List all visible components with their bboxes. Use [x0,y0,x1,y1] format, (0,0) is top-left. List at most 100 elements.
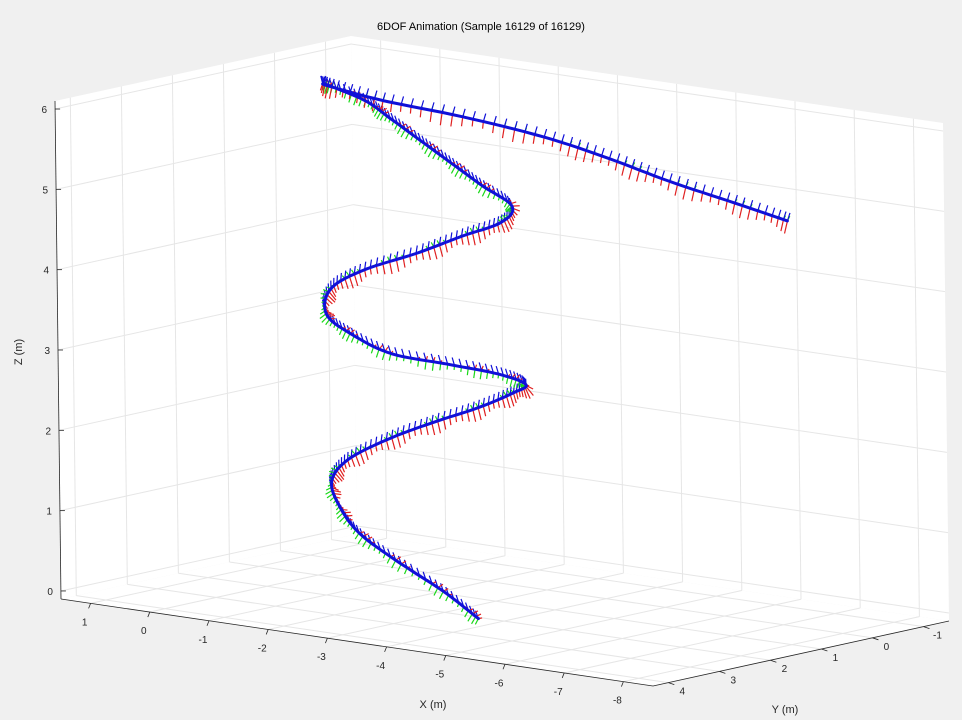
y-tick-label: 4 [680,687,686,698]
frame-axis-red [444,242,448,253]
x-tick-label: -6 [495,678,504,689]
x-tick-mark [384,646,387,652]
frame-axis-red [621,164,626,176]
frame-axis-red [674,184,679,196]
grid-line-x-floor [445,590,742,657]
frame-axis-red [477,230,482,244]
z-tick-label: 5 [43,185,49,196]
frame-axis-red [700,192,704,202]
frame-axis-red [780,219,785,232]
grid-line-x-floor [268,563,565,630]
frame-axis-red [477,407,482,421]
y-tick-label: 3 [731,675,737,686]
frame-axis-red [439,112,443,126]
frame-axis-red [525,386,534,396]
y-tick-mark [872,637,879,641]
frame-axis-red [443,418,447,430]
frame-axis-red [482,229,486,240]
frame-axis-green [431,361,435,371]
x-tick-label: -7 [554,687,563,698]
frame-axis-red [324,85,329,99]
frame-axis-red [437,420,442,434]
frame-axis-red [501,126,505,139]
y-tick-mark [719,671,726,674]
y-tick-mark [770,659,777,663]
frame-axis-red [505,395,511,409]
frame-axis-red [354,454,361,467]
frame-axis-red [731,202,736,215]
frame-axis-red [775,217,779,228]
frame-axis-red [783,220,789,234]
frame-axis-green [353,96,358,106]
y-tick-label: 0 [884,642,890,653]
axis-lines [54,100,950,687]
grid-line-x-floor [208,555,506,622]
grid-line-z-back [352,204,946,293]
frame-axis-red [395,259,400,272]
frame-axis-red [471,232,476,246]
grid-line-y-floor [229,561,822,650]
frame-axis-red [524,387,531,399]
frame-axis-red [431,422,436,436]
frame-axis-red [438,244,444,257]
grid-line-x-floor [623,616,920,683]
y-tick-label: 1 [833,653,839,664]
x-tick-mark [88,603,91,609]
trajectory-plot [319,75,791,625]
x-tick-label: 1 [82,617,88,628]
frame-axis-red [391,437,396,450]
grid-line-z-left [57,284,355,351]
grid-line-z-left [54,43,352,110]
frame-axis-red [591,153,595,163]
frame-axis-red [503,220,510,233]
frame-axis-red [460,116,464,127]
grid-line-z-back [354,364,948,453]
frame-axis-red [523,388,528,399]
x-tick-mark [147,611,151,618]
frame-axis-red [336,469,345,481]
frame-axis-red [482,405,487,417]
grid-line-z-left [60,525,358,592]
frame-axis-red [746,208,751,220]
x-tick-label: -3 [317,652,326,663]
grid-line-x-floor [149,546,446,613]
grid-line-y-floor [280,550,873,639]
floor-pane [61,534,949,686]
x-axis-label: X (m) [420,699,447,711]
grid-line-z-left [58,364,356,431]
frame-axis-red [636,169,641,182]
frame-axis-green [381,351,386,361]
y-tick-label: 2 [782,664,788,675]
grid-line-x-floor [386,581,683,648]
frame-axis-red [532,134,536,144]
x-tick-mark [561,672,565,679]
frame-axis-red [359,451,365,465]
frame-axis-red [429,110,433,122]
y-tick-mark [923,626,930,629]
y-tick-label: -1 [933,631,942,642]
x-tick-mark [206,620,210,626]
tick-labels: 1 0 -1 -2 -3 -4 -5 -6 -7 -8 -1 0 1 2 3 4 0 1 2 3 4 5 6 [42,105,943,707]
frame-axis-red [382,263,386,275]
frame-axis-red [472,409,477,422]
frame-axis-red [501,397,506,409]
x-tick-mark [502,664,506,670]
frame-axis-red [511,129,516,143]
frame-axis-red [512,392,517,404]
frame-axis-red [338,467,345,477]
grid-line-z-back [355,445,949,534]
grid-line-y-floor [127,583,720,672]
z-tick-label: 3 [44,346,50,357]
frame-axis-red [466,411,470,422]
frame-axis-red [388,261,393,275]
frame-axis-red [427,249,432,260]
frame-axis-red [326,294,336,303]
grid-line-z-back [351,43,944,132]
frame-axis-red [450,114,454,127]
grid-line-x-floor [504,598,802,665]
x-tick-mark [443,655,447,661]
y-tick-mark [668,682,675,686]
frame-axis-red [567,144,571,157]
trajectory-path-0 [321,82,789,621]
